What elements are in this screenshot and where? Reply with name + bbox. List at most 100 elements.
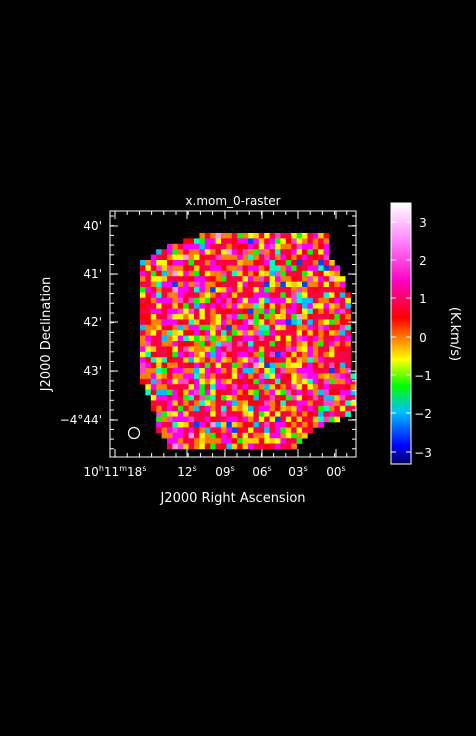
map-pixel bbox=[237, 346, 243, 353]
map-pixel bbox=[140, 292, 146, 299]
map-pixel bbox=[312, 341, 319, 347]
map-pixel bbox=[318, 405, 324, 412]
map-pixel bbox=[161, 330, 168, 336]
map-pixel bbox=[323, 303, 330, 309]
map-pixel bbox=[199, 270, 206, 277]
map-pixel bbox=[167, 297, 173, 304]
y-axis-label: J2000 Declination bbox=[39, 277, 54, 393]
map-pixel bbox=[264, 249, 270, 255]
map-pixel bbox=[221, 351, 227, 358]
map-pixel bbox=[334, 319, 341, 326]
map-pixel bbox=[177, 411, 184, 417]
y-tick-label-4: −4°44' bbox=[60, 413, 102, 427]
map-pixel bbox=[345, 405, 351, 412]
map-pixel bbox=[275, 319, 281, 326]
map-pixel bbox=[323, 341, 330, 347]
map-pixel bbox=[188, 265, 195, 272]
map-pixel bbox=[329, 411, 335, 417]
map-pixel bbox=[226, 254, 233, 261]
map-pixel bbox=[291, 254, 297, 261]
map-pixel bbox=[188, 324, 195, 331]
map-pixel bbox=[237, 373, 243, 380]
map-pixel bbox=[167, 422, 173, 428]
map-pixel bbox=[291, 416, 297, 423]
map-pixel bbox=[258, 443, 265, 450]
map-pixel bbox=[242, 330, 249, 336]
map-pixel bbox=[221, 362, 227, 369]
map-pixel bbox=[312, 233, 319, 239]
map-pixel bbox=[231, 443, 238, 450]
map-pixel bbox=[221, 303, 227, 309]
map-pixel bbox=[215, 281, 222, 288]
map-pixel bbox=[199, 238, 206, 245]
map-pixel bbox=[329, 368, 335, 374]
map-pixel bbox=[167, 357, 173, 363]
map-pixel bbox=[199, 319, 206, 326]
map-pixel bbox=[194, 368, 200, 374]
map-pixel bbox=[291, 243, 297, 250]
map-pixel bbox=[231, 373, 238, 380]
map-pixel bbox=[177, 389, 184, 396]
map-pixel bbox=[215, 254, 222, 261]
map-pixel bbox=[253, 330, 260, 336]
map-pixel bbox=[258, 378, 265, 385]
map-pixel bbox=[264, 330, 270, 336]
map-pixel bbox=[318, 233, 324, 239]
map-pixel bbox=[199, 243, 206, 250]
map-pixel bbox=[145, 368, 152, 374]
map-pixel bbox=[177, 292, 184, 299]
map-pixel bbox=[345, 308, 351, 315]
map-pixel bbox=[177, 422, 184, 428]
map-pixel bbox=[269, 411, 276, 417]
map-pixel bbox=[221, 330, 227, 336]
map-pixel bbox=[156, 368, 162, 374]
map-pixel bbox=[161, 346, 168, 353]
map-pixel bbox=[215, 324, 222, 331]
map-pixel bbox=[280, 276, 287, 282]
map-pixel bbox=[156, 308, 162, 315]
beam-circle bbox=[127, 426, 141, 440]
map-pixel bbox=[285, 335, 292, 342]
map-pixel bbox=[215, 292, 222, 299]
map-pixel bbox=[204, 265, 211, 272]
map-pixel bbox=[183, 330, 189, 336]
colorbar-tick-label-2: 1 bbox=[419, 292, 427, 306]
map-pixel bbox=[172, 422, 179, 428]
map-pixel bbox=[334, 341, 341, 347]
map-pixel bbox=[145, 292, 152, 299]
map-pixel bbox=[312, 243, 319, 250]
map-pixel bbox=[194, 238, 200, 245]
map-pixel bbox=[280, 368, 287, 374]
map-pixel bbox=[210, 319, 216, 326]
map-pixel bbox=[199, 330, 206, 336]
map-pixel bbox=[145, 260, 152, 266]
map-pixel bbox=[183, 270, 189, 277]
map-pixel bbox=[156, 346, 162, 353]
map-pixel bbox=[350, 400, 356, 407]
map-pixel bbox=[145, 265, 152, 272]
map-pixel bbox=[183, 443, 189, 450]
map-pixel bbox=[296, 303, 303, 309]
map-pixel bbox=[177, 438, 184, 444]
map-pixel bbox=[221, 357, 227, 363]
map-pixel bbox=[264, 411, 270, 417]
map-pixel bbox=[307, 400, 314, 407]
map-pixel bbox=[204, 260, 211, 266]
map-pixel bbox=[264, 319, 270, 326]
map-pixel bbox=[329, 308, 335, 315]
map-pixel bbox=[242, 249, 249, 255]
map-pixel bbox=[253, 303, 260, 309]
map-pixel bbox=[307, 341, 314, 347]
map-pixel bbox=[226, 335, 233, 342]
map-pixel bbox=[275, 443, 281, 450]
map-pixel bbox=[258, 432, 265, 439]
map-pixel bbox=[237, 254, 243, 261]
map-pixel bbox=[269, 373, 276, 380]
map-pixel bbox=[291, 238, 297, 245]
map-pixel bbox=[258, 297, 265, 304]
map-pixel bbox=[221, 335, 227, 342]
map-pixel bbox=[329, 416, 335, 423]
map-pixel bbox=[318, 357, 324, 363]
map-pixel bbox=[318, 362, 324, 369]
map-pixel bbox=[280, 427, 287, 434]
